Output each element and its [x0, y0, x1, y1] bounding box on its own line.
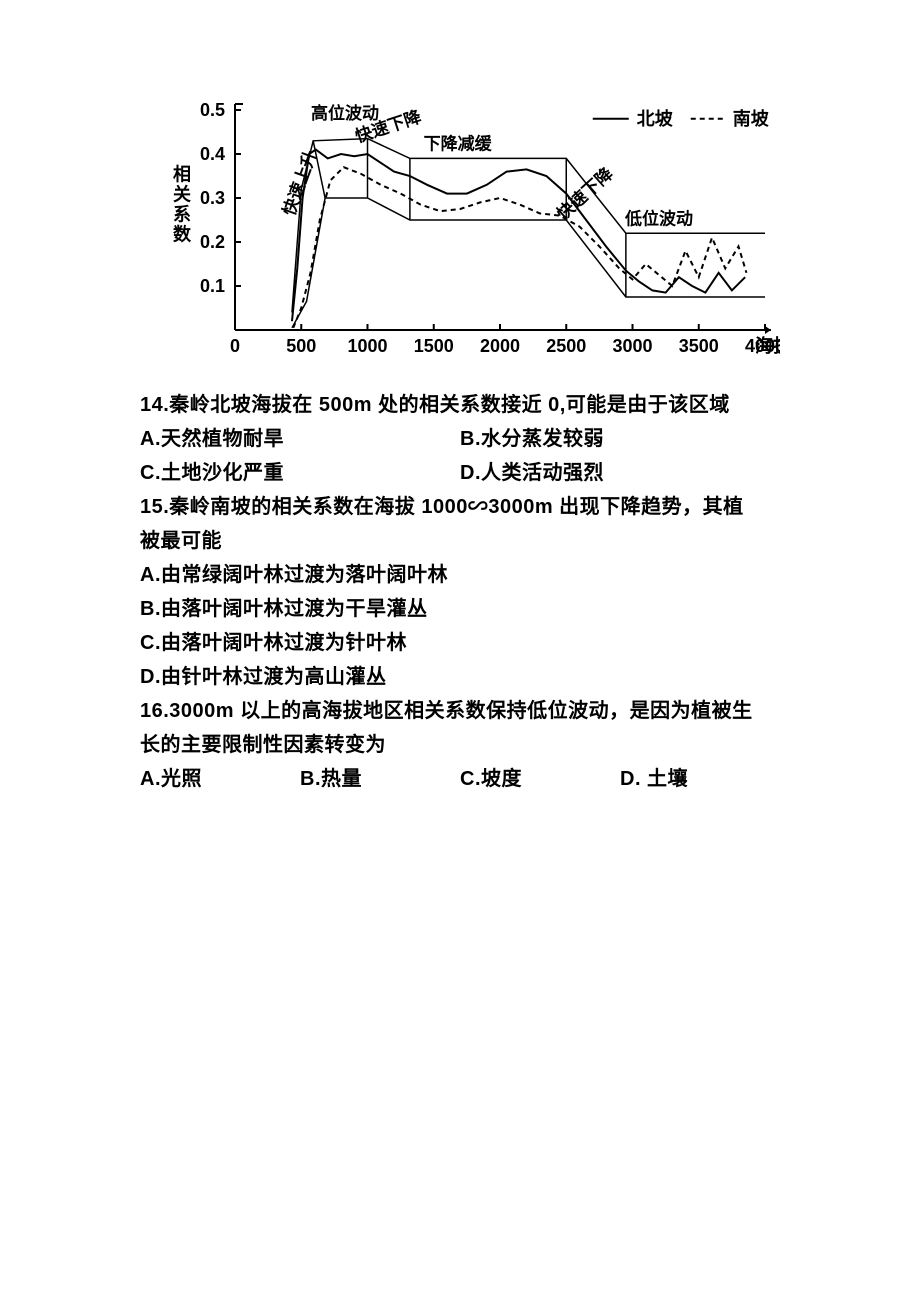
svg-text:系: 系 [173, 204, 191, 224]
svg-text:快速上升: 快速上升 [279, 147, 321, 218]
svg-text:南坡: 南坡 [733, 108, 770, 129]
svg-text:2000: 2000 [480, 336, 520, 356]
q15-stem-line2: 被最可能 [140, 524, 780, 558]
q14-stem: 14.秦岭北坡海拔在 500m 处的相关系数接近 0,可能是由于该区域 [140, 388, 780, 422]
svg-text:数: 数 [173, 223, 192, 244]
q16-stem-line1: 16.3000m 以上的高海拔地区相关系数保持低位波动，是因为植被生 [140, 694, 780, 728]
svg-text:1500: 1500 [414, 336, 454, 356]
svg-text:0.4: 0.4 [200, 144, 225, 164]
svg-text:3000: 3000 [612, 336, 652, 356]
svg-text:高位波动: 高位波动 [311, 103, 379, 123]
svg-text:北坡: 北坡 [637, 108, 674, 129]
svg-text:下降减缓: 下降减缓 [424, 134, 493, 154]
q14-opt-b: B.水分蒸发较弱 [460, 422, 780, 456]
q14-options: A.天然植物耐旱 B.水分蒸发较弱 C.土地沙化严重 D.人类活动强烈 [140, 422, 780, 490]
svg-text:3500: 3500 [679, 336, 719, 356]
svg-text:快速下降: 快速下降 [553, 163, 618, 224]
svg-text:相: 相 [173, 164, 191, 184]
svg-text:1000: 1000 [347, 336, 387, 356]
q15-stem-line1: 15.秦岭南坡的相关系数在海拔 1000∽3000m 出现下降趋势，其植 [140, 490, 780, 524]
q14-opt-d: D.人类活动强烈 [460, 456, 780, 490]
svg-text:低位波动: 低位波动 [624, 208, 693, 228]
svg-text:500: 500 [286, 336, 316, 356]
q16-opt-c: C.坡度 [460, 762, 620, 796]
svg-text:0: 0 [230, 336, 240, 356]
q14-opt-c: C.土地沙化严重 [140, 456, 460, 490]
q16-opt-d: D. 土壤 [620, 762, 780, 796]
q15-opt-b: B.由落叶阔叶林过渡为干旱灌丛 [140, 592, 780, 626]
svg-text:0.5: 0.5 [200, 100, 225, 120]
svg-text:关: 关 [173, 183, 191, 204]
svg-text:海拔/m: 海拔/m [755, 335, 780, 356]
q15-opt-a: A.由常绿阔叶林过渡为落叶阔叶林 [140, 558, 780, 592]
correlation-elevation-chart: 0.1 0.2 0.3 0.4 0.5 0 500 1000 1500 2000 2500 3000 3… [140, 100, 780, 370]
svg-text:2500: 2500 [546, 336, 586, 356]
svg-text:0.3: 0.3 [200, 188, 225, 208]
q16-options: A.光照 B.热量 C.坡度 D. 土壤 [140, 762, 780, 796]
svg-text:0.1: 0.1 [200, 276, 225, 296]
q16-opt-b: B.热量 [300, 762, 460, 796]
svg-text:0.2: 0.2 [200, 232, 225, 252]
q14-opt-a: A.天然植物耐旱 [140, 422, 460, 456]
q16-stem-line2: 长的主要限制性因素转变为 [140, 728, 780, 762]
q16-opt-a: A.光照 [140, 762, 300, 796]
q15-options: A.由常绿阔叶林过渡为落叶阔叶林 B.由落叶阔叶林过渡为干旱灌丛 C.由落叶阔叶… [140, 558, 780, 694]
q15-opt-c: C.由落叶阔叶林过渡为针叶林 [140, 626, 780, 660]
q15-opt-d: D.由针叶林过渡为高山灌丛 [140, 660, 780, 694]
